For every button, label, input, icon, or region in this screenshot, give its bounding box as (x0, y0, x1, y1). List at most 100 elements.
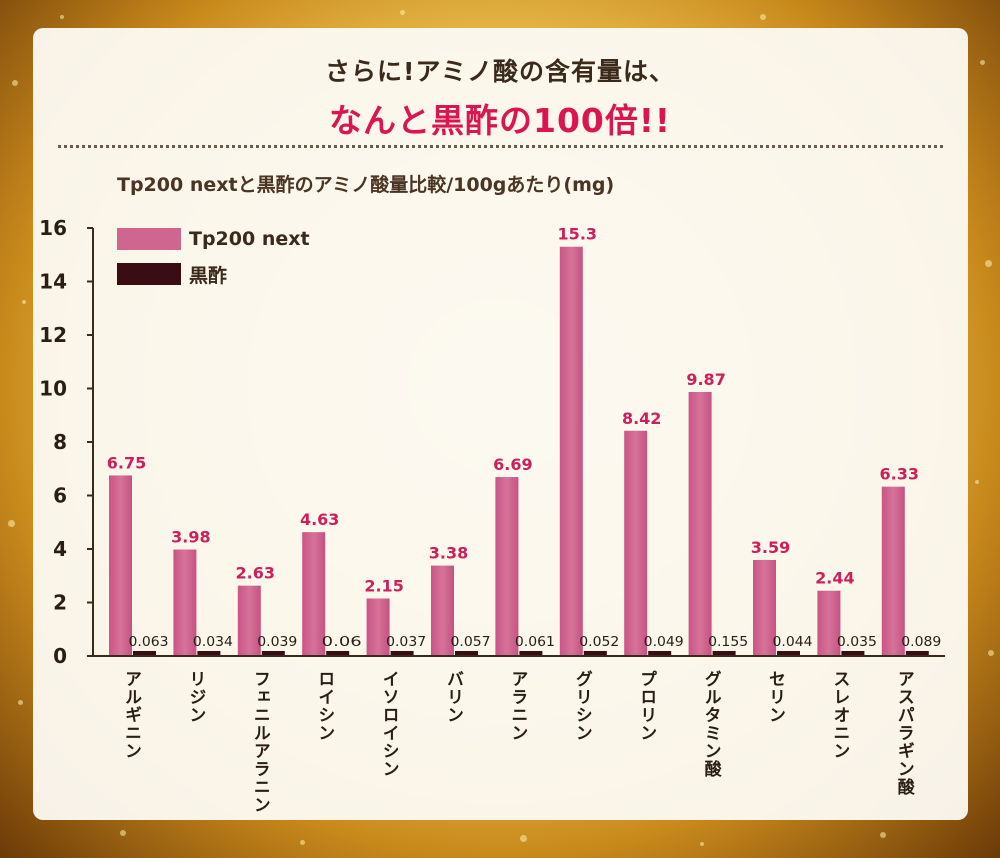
value-label-kurozu: 0.06 (322, 635, 362, 650)
value-label-tp200: 15.3 (558, 225, 597, 244)
bar-tp200 (817, 590, 841, 656)
bar-tp200 (431, 565, 454, 656)
value-label-kurozu: 0.063 (129, 635, 169, 650)
value-label-tp200: 2.44 (815, 569, 854, 588)
value-label-kurozu: 0.061 (515, 635, 555, 650)
y-tick-label: 14 (39, 270, 67, 294)
bar-kurozu (712, 651, 736, 656)
headline-emphasis: なんと黒酢の100倍!! (329, 101, 671, 140)
value-label-kurozu: 0.035 (837, 635, 877, 650)
legend-item-tp200: Tp200 next (117, 226, 310, 252)
value-label-tp200: 2.15 (364, 576, 403, 595)
value-label-tp200: 2.63 (236, 564, 275, 583)
value-label-kurozu: 0.057 (451, 635, 491, 650)
value-label-kurozu: 0.039 (257, 635, 297, 650)
sparkle-dot (18, 700, 23, 705)
sparkle-dot (700, 842, 704, 846)
sparkle-dot (120, 830, 126, 836)
value-labels: 6.75 0.063 3.98 0.034 2.63 0.039 4.63 0.06 2.15 0… (107, 225, 942, 650)
value-label-kurozu: 0.155 (708, 635, 748, 650)
x-category-label: バリン (443, 670, 464, 724)
value-label-kurozu: 0.034 (193, 635, 233, 650)
bar-kurozu (841, 651, 865, 656)
bar-tp200 (109, 475, 132, 656)
legend: Tp200 next 黒酢 (117, 226, 310, 296)
value-label-tp200: 6.75 (107, 453, 146, 472)
y-tick-label: 16 (39, 216, 67, 240)
bar-kurozu (133, 651, 156, 656)
dotted-divider (58, 145, 943, 148)
sparkle-dot (8, 520, 15, 527)
x-category-label: アラニン (507, 670, 527, 742)
sparkle-dot (760, 14, 766, 20)
sparkle-dot (12, 80, 18, 86)
bar-kurozu (197, 651, 221, 656)
value-label-tp200: 3.98 (171, 528, 210, 547)
x-category-label: リジン (185, 670, 205, 724)
sparkle-dot (520, 835, 527, 842)
x-category-label: ロイシン (314, 670, 334, 742)
x-category-label: プロリン (636, 670, 656, 742)
legend-label-kurozu: 黒酢 (189, 264, 228, 287)
content-card (33, 28, 968, 820)
bar-kurozu (390, 651, 414, 656)
x-category-label: アルギニン (121, 670, 142, 760)
sparkle-dot (980, 60, 985, 65)
value-label-tp200: 6.33 (880, 465, 919, 484)
value-label-kurozu: 0.049 (644, 635, 684, 650)
sparkle-dot (300, 840, 305, 845)
bar-tp200 (881, 486, 905, 656)
x-category-label: フェニルアラニン (250, 670, 271, 814)
bar-tp200 (559, 246, 583, 656)
bar-kurozu (326, 651, 350, 656)
bar-tp200 (302, 532, 326, 656)
y-tick-label: 10 (39, 377, 67, 401)
y-tick-label: 4 (53, 537, 67, 561)
legend-item-kurozu: 黒酢 (117, 261, 310, 287)
x-category-label: セリン (765, 670, 786, 724)
legend-swatch-tp200 (117, 228, 181, 250)
x-category-label: グリシン (572, 670, 593, 742)
x-axis: アルギニン リジン フェニルアラニン ロイシン イソロイシン バリン アラニン グリシン プロリ… (93, 655, 945, 814)
bar-kurozu (261, 651, 285, 656)
value-label-kurozu: 0.052 (579, 635, 619, 650)
bar-kurozu (777, 651, 800, 656)
bars (109, 246, 929, 656)
y-tick-label: 8 (53, 430, 67, 454)
value-label-tp200: 3.59 (751, 538, 790, 557)
bar-tp200 (173, 549, 197, 656)
value-label-kurozu: 0.044 (773, 635, 813, 650)
y-tick-label: 0 (53, 644, 67, 668)
bar-tp200 (624, 430, 648, 656)
x-category-label: アスパラギン酸 (894, 670, 915, 796)
sparkle-dot (988, 650, 994, 656)
legend-label-tp200: Tp200 next (189, 228, 310, 250)
headline: さらに!アミノ酸の含有量は、 (325, 57, 675, 86)
legend-swatch-kurozu (117, 263, 181, 285)
value-label-tp200: 9.87 (686, 370, 725, 389)
sparkle-dot (975, 480, 979, 484)
value-label-tp200: 8.42 (622, 409, 661, 428)
bar-kurozu (905, 651, 929, 656)
x-category-label: イソロイシン (379, 670, 399, 778)
value-label-kurozu: 0.037 (386, 635, 426, 650)
bar-tp200 (237, 585, 261, 656)
sparkle-dot (22, 300, 26, 304)
sparkle-dot (985, 260, 992, 267)
value-label-tp200: 4.63 (300, 510, 339, 529)
x-category-label: グルタミン酸 (701, 670, 722, 778)
y-tick-label: 2 (53, 591, 67, 615)
value-label-tp200: 6.69 (493, 455, 532, 474)
bar-kurozu (583, 651, 607, 656)
bar-tp200 (753, 559, 776, 656)
y-axis: 0 2 4 6 8 10 12 14 16 (39, 216, 94, 668)
sparkle-dot (60, 15, 64, 19)
value-label-tp200: 3.38 (429, 544, 468, 563)
value-label-kurozu: 0.089 (901, 635, 941, 650)
bar-kurozu (648, 651, 672, 656)
sparkle-dot (880, 832, 886, 838)
bar-kurozu (455, 651, 478, 656)
bar-tp200 (495, 477, 519, 656)
x-category-label: スレオニン (829, 670, 849, 760)
